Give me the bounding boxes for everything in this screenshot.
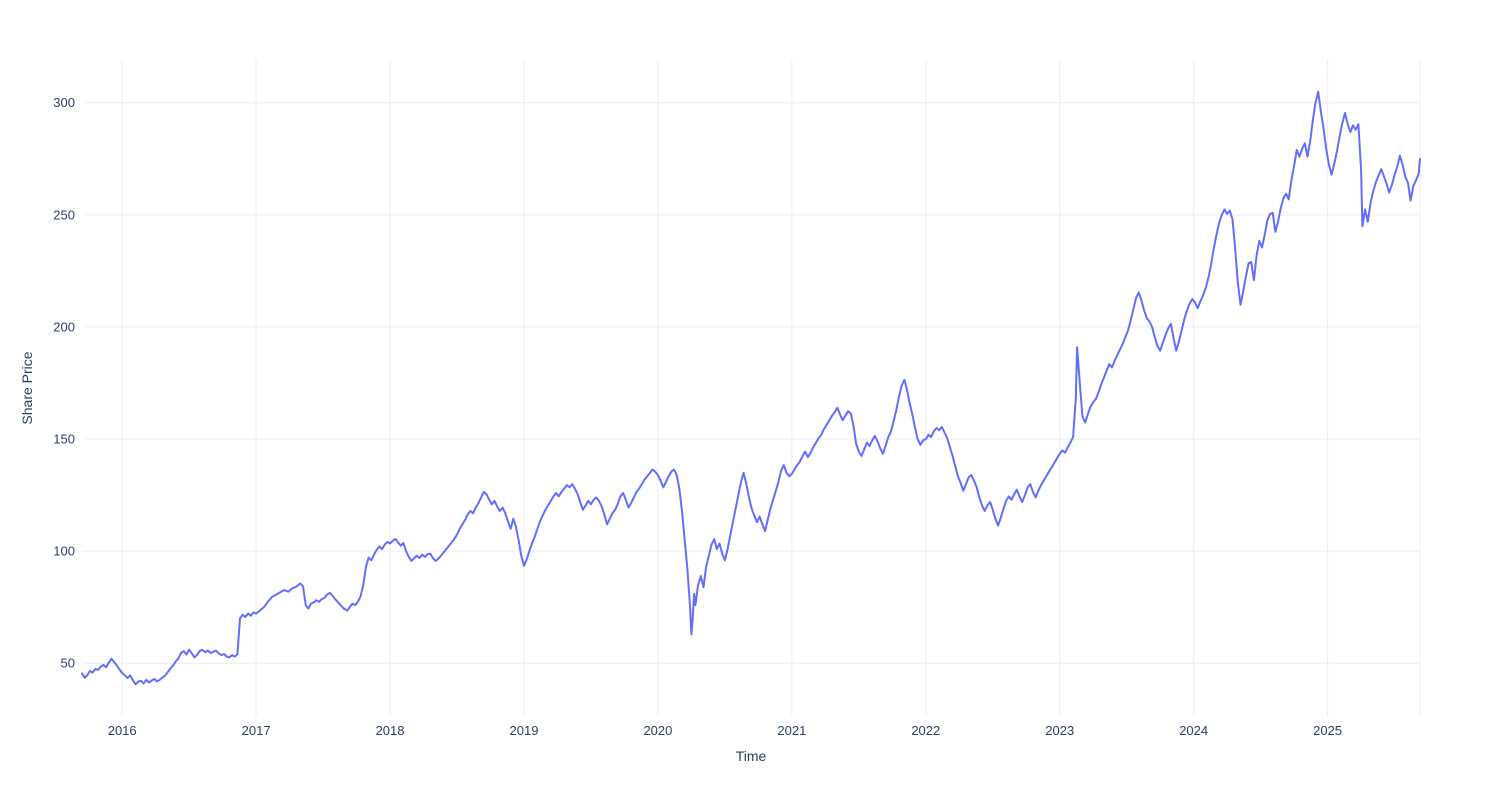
y-axis-title: Share Price: [19, 351, 35, 425]
x-tick-label: 2018: [376, 723, 405, 738]
x-tick-label: 2016: [108, 723, 137, 738]
plot-area[interactable]: [82, 59, 1420, 717]
tick-labels: 50 100 150 200 250 300 2016 2017 2018 2019 2020 202…: [53, 95, 1342, 738]
gridlines: [82, 59, 1421, 717]
x-tick-label: 2025: [1313, 723, 1342, 738]
x-tick-label: 2024: [1179, 723, 1208, 738]
y-tick-label: 200: [53, 319, 75, 334]
x-tick-label: 2019: [510, 723, 539, 738]
y-tick-label: 300: [53, 95, 75, 110]
x-tick-label: 2020: [643, 723, 672, 738]
price-line-series: [81, 90, 1421, 686]
y-tick-label: 250: [53, 207, 75, 222]
x-tick-label: 2017: [242, 723, 271, 738]
y-tick-label: 150: [53, 432, 75, 447]
y-tick-label: 50: [61, 656, 75, 671]
x-tick-label: 2022: [911, 723, 940, 738]
x-tick-label: 2021: [777, 723, 806, 738]
x-tick-label: 2023: [1045, 723, 1074, 738]
x-axis-title: Time: [735, 748, 767, 764]
y-tick-label: 100: [53, 544, 75, 559]
